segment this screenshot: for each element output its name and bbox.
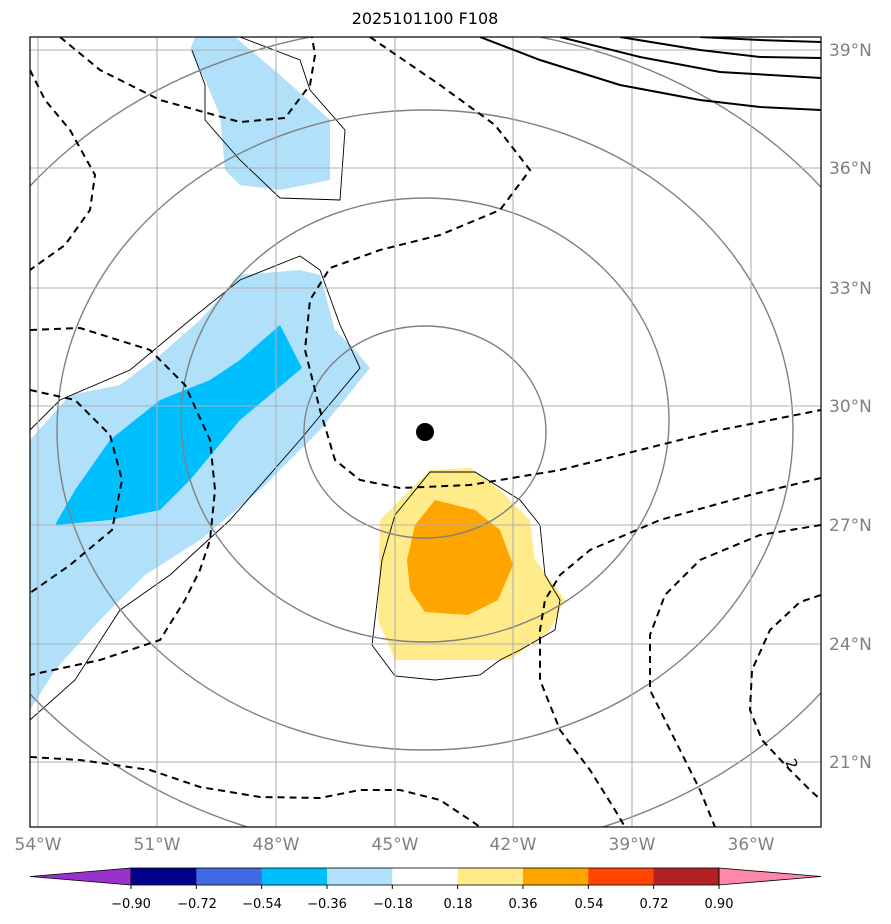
colorbar-tick-label: −0.36 bbox=[307, 897, 347, 912]
colorbar-segment bbox=[588, 868, 655, 885]
colorbar-segment bbox=[29, 867, 132, 886]
lat-label: 24°N bbox=[829, 635, 872, 655]
map-frame bbox=[29, 36, 822, 828]
colorbar-tick-label: 0.18 bbox=[444, 897, 473, 912]
colorbar: −0.90 −0.72 −0.54 −0.36 −0.18 0.18 0.36 … bbox=[29, 867, 822, 912]
lat-label: 27°N bbox=[829, 516, 872, 536]
significance-outlines bbox=[30, 37, 561, 721]
colorbar-tick-label: −0.54 bbox=[242, 897, 282, 912]
colorbar-segment bbox=[653, 868, 720, 885]
colorbar-segment bbox=[718, 867, 822, 886]
lon-label: 54°W bbox=[15, 835, 62, 855]
graticule bbox=[30, 37, 821, 827]
lon-label: 45°W bbox=[372, 835, 419, 855]
colorbar-tick-labels: −0.90 −0.72 −0.54 −0.36 −0.18 0.18 0.36 … bbox=[111, 897, 733, 912]
latitude-labels: 39°N 36°N 33°N 30°N 27°N 24°N 21°N bbox=[829, 41, 872, 773]
colorbar-segment bbox=[522, 868, 589, 885]
colorbar-segment bbox=[457, 868, 524, 885]
lat-label: 39°N bbox=[829, 41, 872, 61]
lon-label: 39°W bbox=[609, 835, 656, 855]
storm-center-marker bbox=[416, 423, 434, 441]
lat-label: 36°N bbox=[829, 159, 872, 179]
colorbar-segment bbox=[392, 868, 459, 885]
shading-positive-mid bbox=[407, 500, 513, 615]
colorbar-frame bbox=[130, 867, 720, 886]
lon-label: 36°W bbox=[728, 835, 775, 855]
dashed-contours bbox=[30, 37, 821, 827]
contour-label: 2 bbox=[781, 756, 801, 772]
colorbar-tick-label: 0.54 bbox=[575, 897, 604, 912]
colorbar-segment bbox=[131, 868, 197, 885]
lat-label: 33°N bbox=[829, 279, 872, 299]
colorbar-tick-label: −0.72 bbox=[177, 897, 217, 912]
colorbar-segment bbox=[326, 868, 393, 885]
colorbar-segment bbox=[196, 868, 263, 885]
colorbar-tick-label: 0.90 bbox=[705, 897, 734, 912]
colorbar-tick-label: 0.72 bbox=[640, 897, 669, 912]
colorbar-tick-label: 0.36 bbox=[509, 897, 538, 912]
lon-label: 51°W bbox=[134, 835, 181, 855]
shading-negative-light bbox=[30, 37, 370, 710]
map-title: 2025101100 F108 bbox=[351, 9, 499, 28]
circular-contours bbox=[30, 37, 821, 827]
colorbar-tick-label: −0.18 bbox=[373, 897, 413, 912]
longitude-labels: 54°W 51°W 48°W 45°W 42°W 39°W 36°W bbox=[15, 835, 775, 855]
solid-contours bbox=[479, 37, 821, 111]
lon-label: 48°W bbox=[253, 835, 300, 855]
lat-label: 30°N bbox=[829, 397, 872, 417]
colorbar-tick-label: −0.90 bbox=[111, 897, 151, 912]
shading-negative-mid bbox=[55, 325, 302, 525]
lon-label: 42°W bbox=[490, 835, 537, 855]
colorbar-segment bbox=[261, 868, 328, 885]
map-area: 2 bbox=[30, 37, 821, 827]
lat-label: 21°N bbox=[829, 753, 872, 773]
